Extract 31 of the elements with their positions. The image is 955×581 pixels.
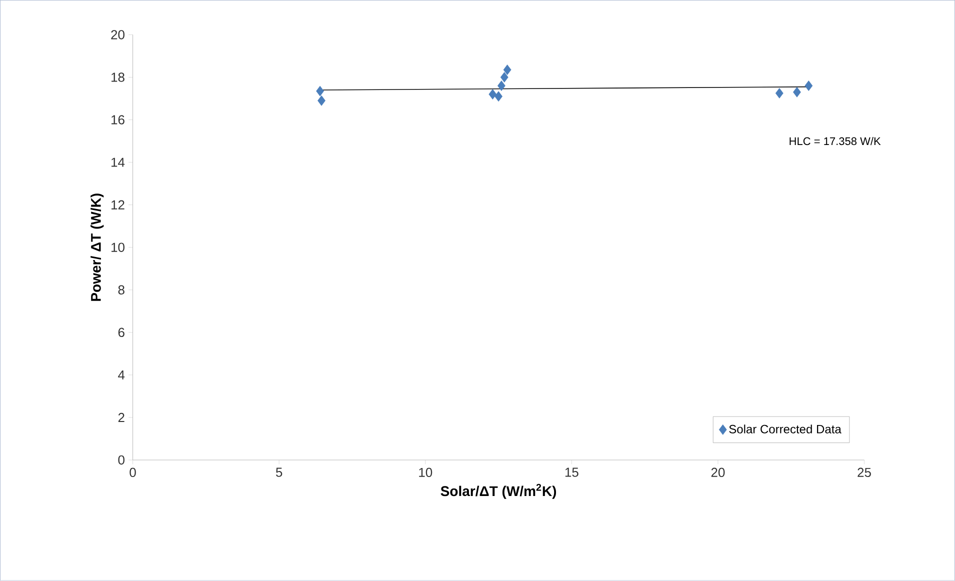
y-tick-label: 6 [118, 328, 124, 338]
point [494, 91, 502, 102]
y-tick-label: 18 [112, 72, 124, 82]
annotation: HLC = 17.358 W/K [790, 137, 881, 146]
point [500, 72, 508, 83]
x-tick-label: 25 [858, 468, 871, 478]
point [497, 80, 506, 92]
x-tick-label: 0 [130, 468, 136, 478]
point [804, 80, 813, 92]
point [793, 87, 801, 98]
x-axis-title: Solar/ΔT (W/m$^{2}$K) [440, 484, 556, 499]
y-tick-label: 2 [118, 413, 124, 422]
y-tick-label: 16 [112, 115, 124, 124]
x-tick-label: 5 [276, 468, 282, 477]
legend-label: Solar Corrected Data [729, 424, 842, 434]
x-tick-label: 20 [711, 468, 725, 478]
y-tick-label: 4 [118, 370, 125, 380]
y-tick-label: 20 [111, 30, 124, 40]
y-axis-title: Power/ ΔT (W/K) [90, 194, 104, 301]
x-tick-label: 15 [565, 468, 578, 477]
point [316, 86, 324, 96]
y-tick-label: 8 [118, 285, 124, 295]
point [503, 64, 512, 76]
y-tick-label: 12 [112, 200, 124, 210]
y-tick-label: 14 [112, 158, 125, 167]
point [318, 96, 326, 106]
point [775, 88, 784, 99]
x-tick-label: 10 [419, 468, 432, 478]
point [488, 89, 497, 100]
y-tick-label: 10 [112, 242, 124, 252]
y-tick-label: 0 [118, 455, 124, 465]
